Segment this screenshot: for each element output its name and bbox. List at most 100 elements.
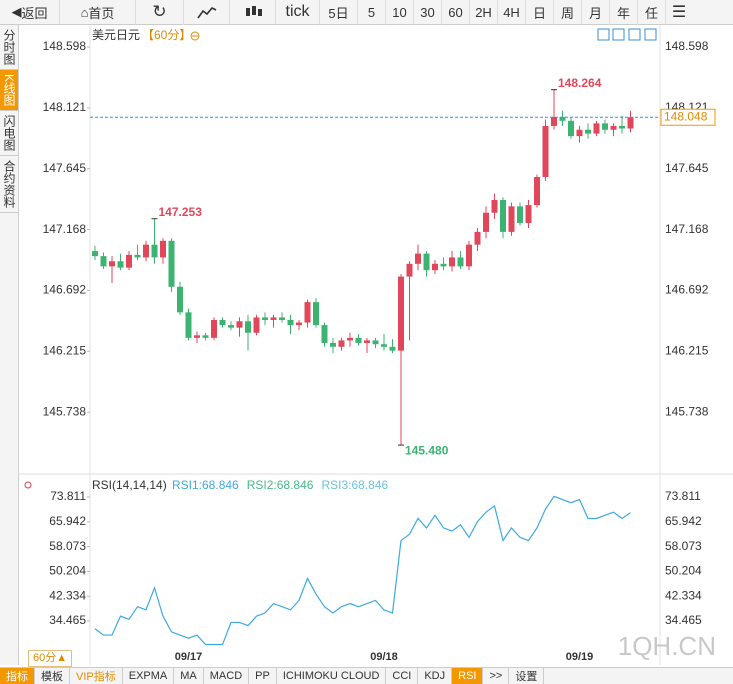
candle-body [491, 199, 498, 213]
indicator-tab[interactable]: 设置 [509, 668, 545, 684]
candle-body [525, 205, 532, 223]
candle-body [143, 244, 149, 258]
period-tab[interactable]: 5 [358, 0, 386, 25]
period-tab[interactable]: 4H [498, 0, 526, 25]
candle-body [313, 302, 319, 326]
candle-body [457, 257, 464, 267]
candle-body [568, 120, 574, 137]
back-button[interactable]: ◀ 返回 [0, 0, 60, 25]
period-tab[interactable]: tick [276, 0, 320, 25]
indicator-tab[interactable]: MA [174, 668, 204, 684]
candle-body [602, 123, 608, 130]
indicator-tab[interactable]: CCI [386, 668, 419, 684]
collapse-icon[interactable] [190, 31, 200, 41]
candle-body [364, 340, 370, 343]
sidebar-tab[interactable]: 合约资料 [0, 156, 18, 214]
y-tick-label: 147.168 [665, 222, 709, 236]
zoom-out-icon[interactable] [612, 28, 625, 41]
y-tick-label: 42.334 [49, 588, 86, 602]
candle-body [593, 123, 600, 134]
y-tick-label: 50.204 [665, 564, 702, 578]
prev-icon[interactable] [628, 28, 641, 41]
indicator-tab[interactable]: MACD [204, 668, 250, 684]
bottom-tabs: 指标 模板 VIP指标 EXPMA MA MACD PP ICHIMOKU CLOUD CCI K… [0, 667, 733, 684]
period-tab[interactable]: 5日 [320, 0, 358, 25]
candle-body [219, 319, 226, 326]
back-icon: ◀ [11, 4, 22, 19]
candle-body [500, 199, 506, 232]
y-tick-label: 73.811 [50, 489, 86, 503]
indicator-button[interactable] [184, 0, 230, 25]
home-icon: ⌂ [80, 4, 89, 20]
y-tick-label: 50.204 [49, 564, 86, 578]
candle-body [474, 231, 481, 245]
annotation: 145.480 [405, 443, 449, 457]
period-tab[interactable]: 年 [610, 0, 638, 25]
y-tick-label: 146.215 [43, 343, 87, 357]
candle-body [449, 257, 455, 267]
candle-button[interactable] [230, 0, 276, 25]
indicator-tab[interactable]: >> [483, 668, 510, 684]
candle-body [381, 344, 387, 347]
candle-body [432, 263, 438, 271]
candle-body [253, 317, 260, 333]
period-tab[interactable]: 月 [582, 0, 610, 25]
candle-body [168, 240, 175, 287]
x-tick-label: 09/19 [566, 651, 594, 663]
candle-body [92, 251, 98, 257]
period-tab[interactable]: 周 [554, 0, 582, 25]
next-icon[interactable] [644, 28, 657, 41]
indicator-tab[interactable]: ICHIMOKU CLOUD [277, 668, 387, 684]
y-tick-label: 34.465 [49, 613, 86, 627]
y-tick-label: 42.334 [665, 588, 702, 602]
candle-body [177, 286, 183, 313]
period-tab[interactable]: 2H [470, 0, 498, 25]
sidebar-tab[interactable]: 闪电图 [0, 111, 18, 157]
candle-body [304, 302, 311, 323]
candle-body [262, 317, 268, 320]
y-tick-label: 148.121 [43, 100, 87, 114]
candle-body [330, 342, 336, 347]
refresh-button[interactable]: ↻ [136, 0, 184, 25]
indicator-tab[interactable]: 指标 [0, 668, 35, 684]
sidebar-tab[interactable]: K线图 [0, 70, 18, 112]
indicator-tab[interactable]: RSI [452, 668, 484, 684]
candle-body [355, 337, 362, 343]
indicator-icon [196, 7, 216, 19]
candle-body [542, 125, 549, 177]
indicator-tab[interactable]: PP [249, 668, 277, 684]
period-tab[interactable]: 60 [442, 0, 470, 25]
sidebar-tab[interactable]: 分时图 [0, 25, 18, 70]
candle-body [151, 244, 158, 258]
period-tab[interactable]: 任 [638, 0, 666, 25]
candle-body [466, 244, 472, 267]
candle-body [610, 125, 617, 130]
y-tick-label: 34.465 [665, 613, 702, 627]
y-tick-label: 147.645 [665, 161, 709, 175]
candle-body [440, 263, 447, 267]
period-tab[interactable]: 日 [526, 0, 554, 25]
candle-body [551, 116, 557, 126]
indicator-tab[interactable]: 模板 [35, 668, 70, 684]
candle-body [534, 176, 540, 206]
candle-body [194, 335, 200, 338]
home-label: 首页 [88, 5, 115, 21]
period-button[interactable]: 60分▲ [28, 650, 73, 667]
period-tab[interactable]: 30 [414, 0, 442, 25]
candle-body [415, 253, 421, 264]
candle-body [245, 321, 251, 333]
period-tab[interactable]: 10 [386, 0, 414, 25]
rsi-settings-icon[interactable] [24, 481, 32, 489]
indicator-tab[interactable]: EXPMA [123, 668, 175, 684]
indicator-tab[interactable]: VIP指标 [70, 668, 123, 684]
candle-body [134, 254, 141, 258]
candle-body [109, 261, 115, 267]
menu-button[interactable]: ☰ [671, 4, 687, 21]
candle-body [126, 254, 132, 268]
home-button[interactable]: ⌂ 首页 [60, 0, 136, 25]
zoom-icon[interactable] [597, 28, 610, 41]
indicator-tab[interactable]: KDJ [418, 668, 453, 684]
y-tick-label: 147.168 [43, 222, 87, 236]
